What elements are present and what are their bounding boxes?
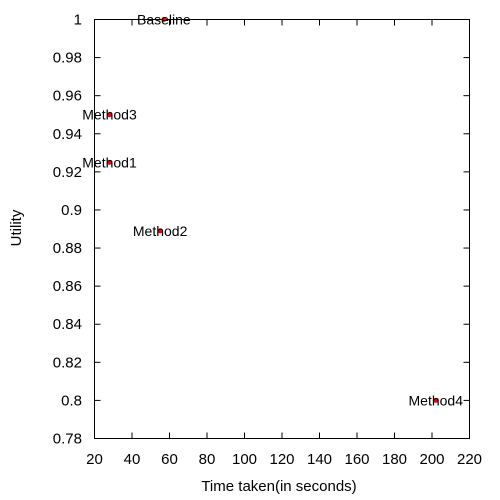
x-tick-label: 20 <box>86 451 103 468</box>
y-tick-label: 0.86 <box>53 278 82 295</box>
data-points: Baseline Method3 Method1 Method2 Method4 <box>82 12 463 409</box>
y-tick-label: 0.92 <box>53 164 82 181</box>
x-tick-label: 120 <box>269 451 294 468</box>
y-tick-label: 0.96 <box>53 88 82 105</box>
x-tick-label: 200 <box>419 451 444 468</box>
y-axis: 0.78 0.8 0.82 0.84 0.86 0.88 0.9 0.92 0.94 0.96 0.… <box>53 12 470 448</box>
x-axis: 20 40 60 80 100 120 140 160 180 200 220 <box>86 19 482 468</box>
x-tick-label: 80 <box>199 451 216 468</box>
data-point-label: Baseline <box>137 12 191 28</box>
y-tick-label: 1 <box>74 12 82 29</box>
y-tick-label: 0.9 <box>61 202 82 219</box>
y-tick-label: 0.8 <box>61 392 82 409</box>
data-point <box>433 397 439 403</box>
y-tick-label: 0.82 <box>53 354 82 371</box>
data-point-label: Method2 <box>133 223 188 239</box>
x-tick-label: 100 <box>232 451 257 468</box>
data-point <box>107 159 112 165</box>
data-point <box>157 228 163 234</box>
data-point <box>107 112 112 118</box>
x-axis-label: Time taken(in seconds) <box>201 478 356 495</box>
data-point-label: Method4 <box>409 392 464 408</box>
y-axis-label: Utility <box>8 209 25 246</box>
data-point <box>161 17 167 22</box>
x-tick-label: 140 <box>307 451 332 468</box>
x-tick-label: 40 <box>124 451 141 468</box>
y-tick-label: 0.88 <box>53 240 82 257</box>
x-tick-label: 220 <box>457 451 482 468</box>
y-tick-label: 0.84 <box>53 316 82 333</box>
x-tick-label: 60 <box>161 451 178 468</box>
y-tick-label: 0.98 <box>53 50 82 67</box>
x-tick-label: 160 <box>344 451 369 468</box>
data-point-label: Method1 <box>82 154 137 170</box>
y-tick-label: 0.94 <box>53 126 82 143</box>
x-tick-label: 180 <box>382 451 407 468</box>
data-point-label: Method3 <box>82 107 137 123</box>
y-tick-label: 0.78 <box>53 431 82 448</box>
